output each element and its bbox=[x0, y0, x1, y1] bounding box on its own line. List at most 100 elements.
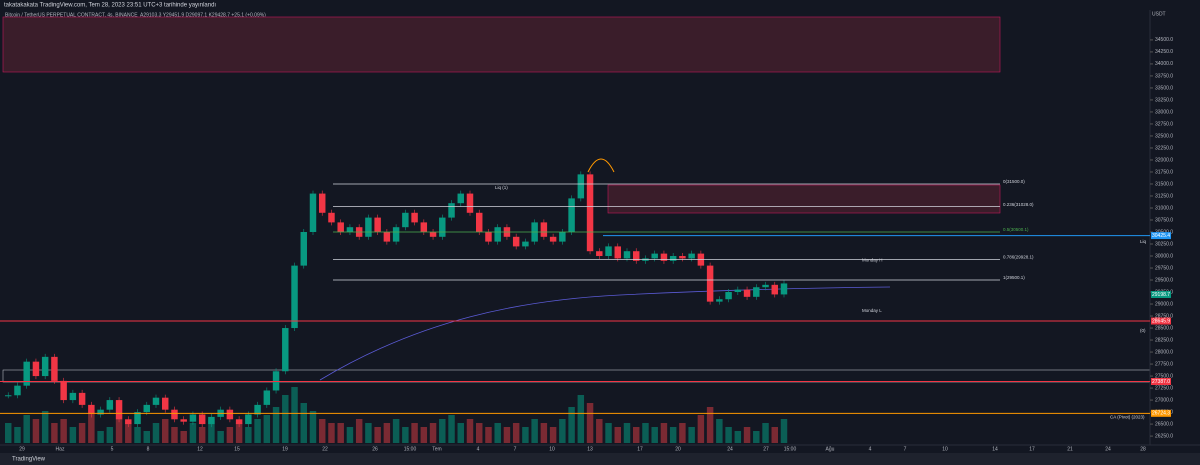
volume-bar bbox=[762, 423, 769, 443]
volume-bar bbox=[623, 423, 631, 443]
y-tick-label: 31250.0 bbox=[1155, 193, 1173, 199]
x-tick-label: Ağu bbox=[826, 446, 835, 452]
fib-label: 0.236(31028.0) bbox=[1003, 202, 1034, 207]
volume-bar bbox=[448, 415, 455, 443]
volume-bar bbox=[254, 419, 261, 443]
y-tick-label: 33500.0 bbox=[1155, 85, 1173, 91]
price-tag-label: 26724.3 bbox=[1152, 411, 1170, 417]
volume-bar bbox=[23, 415, 30, 443]
x-tick-label: 20 bbox=[675, 446, 681, 452]
volume-bar bbox=[651, 427, 658, 443]
volume-bar bbox=[669, 427, 677, 443]
volume-bar bbox=[549, 427, 557, 443]
price-tag bbox=[1151, 409, 1171, 417]
candle bbox=[97, 409, 104, 415]
x-tick-label: 15:00 bbox=[784, 446, 797, 452]
volume-bar bbox=[743, 427, 751, 443]
x-tick-label: 15 bbox=[234, 446, 240, 452]
brand: TradingView bbox=[12, 457, 46, 463]
candle bbox=[254, 404, 261, 415]
volume-bar bbox=[688, 427, 695, 443]
volume-bar bbox=[734, 431, 742, 443]
volume-bar bbox=[355, 419, 363, 443]
y-tick-label: 34250.0 bbox=[1155, 49, 1173, 55]
y-tick-label: 28250.0 bbox=[1155, 337, 1173, 343]
volume-bar bbox=[780, 419, 788, 443]
x-tick-label: 22 bbox=[322, 446, 328, 452]
volume-bar bbox=[115, 419, 123, 443]
y-tick-label: 31750.0 bbox=[1155, 169, 1173, 175]
volume-bar bbox=[60, 419, 67, 443]
annotation: CA (Pivot) (2023) bbox=[1110, 415, 1145, 420]
volume-bar bbox=[522, 427, 529, 443]
volume-bar bbox=[226, 427, 234, 443]
candle bbox=[365, 217, 372, 237]
candle bbox=[346, 227, 354, 232]
candle bbox=[716, 299, 723, 302]
y-tick-label: 27250.0 bbox=[1155, 385, 1173, 391]
x-tick-label: 8 bbox=[147, 446, 150, 452]
candle bbox=[660, 253, 668, 261]
volume-bar bbox=[263, 415, 271, 443]
annotation: Liq (1) bbox=[495, 185, 508, 190]
candle bbox=[457, 193, 464, 204]
volume-bar bbox=[14, 427, 21, 443]
volume-bar bbox=[309, 411, 317, 443]
y-tick-label: 31500.0 bbox=[1155, 181, 1173, 187]
x-tick-label: 19 bbox=[282, 446, 288, 452]
volume-bar bbox=[485, 427, 492, 443]
candle bbox=[688, 253, 695, 259]
volume-bar bbox=[69, 427, 77, 443]
volume-bar bbox=[217, 431, 224, 443]
candle bbox=[402, 212, 409, 228]
candle bbox=[605, 246, 612, 257]
candle bbox=[41, 356, 49, 377]
candle bbox=[651, 253, 658, 259]
volume-bar bbox=[143, 431, 150, 443]
volume-bar bbox=[365, 423, 372, 443]
y-tick-label: 33750.0 bbox=[1155, 73, 1173, 79]
price-tag-label: 29198.7 bbox=[1152, 292, 1170, 298]
candle bbox=[669, 256, 677, 261]
x-tick-label: 28 bbox=[1140, 446, 1146, 452]
candle bbox=[577, 174, 585, 199]
volume-bar bbox=[753, 431, 760, 443]
candle bbox=[78, 392, 86, 405]
x-tick-label: 12 bbox=[197, 446, 203, 452]
candle bbox=[559, 231, 566, 242]
y-tick-label: 27500.0 bbox=[1155, 373, 1173, 379]
candle bbox=[245, 414, 252, 425]
candle bbox=[5, 395, 12, 397]
x-tick-label: 27 bbox=[763, 446, 769, 452]
x-tick-label: 17 bbox=[1029, 446, 1035, 452]
fib-label: 0.5(30500.1) bbox=[1003, 227, 1029, 232]
volume-bar bbox=[328, 423, 335, 443]
y-tick-label: 32000.0 bbox=[1155, 157, 1173, 163]
volume-bar bbox=[503, 427, 511, 443]
y-tick-label: 33250.0 bbox=[1155, 97, 1173, 103]
volume-bar bbox=[97, 431, 104, 443]
x-tick-label: 5 bbox=[111, 446, 114, 452]
y-tick-label: 32500.0 bbox=[1155, 133, 1173, 139]
candle bbox=[466, 193, 474, 213]
y-tick-label: 34000.0 bbox=[1155, 61, 1173, 67]
volume-bar bbox=[291, 387, 298, 443]
annotation: Monday H bbox=[862, 258, 883, 263]
candle bbox=[282, 328, 289, 372]
x-tick-label: 17 bbox=[637, 446, 643, 452]
y-tick-label: 29500.0 bbox=[1155, 277, 1173, 283]
symbol: Bitcoin / TetherUS PERPETUAL CONTRACT, 4… bbox=[5, 12, 138, 18]
candle bbox=[743, 289, 751, 297]
candle bbox=[485, 231, 492, 242]
volume-bar bbox=[392, 419, 400, 443]
y-tick-label: 31000.0 bbox=[1155, 205, 1173, 211]
volume-bar bbox=[642, 423, 649, 443]
x-tick-label: 10 bbox=[549, 446, 555, 452]
y-tick-label: 32750.0 bbox=[1155, 121, 1173, 127]
volume-bar bbox=[180, 431, 187, 443]
y-tick-label: 30000.0 bbox=[1155, 253, 1173, 259]
candle bbox=[134, 412, 141, 425]
candle bbox=[549, 236, 557, 242]
candle bbox=[586, 174, 594, 252]
